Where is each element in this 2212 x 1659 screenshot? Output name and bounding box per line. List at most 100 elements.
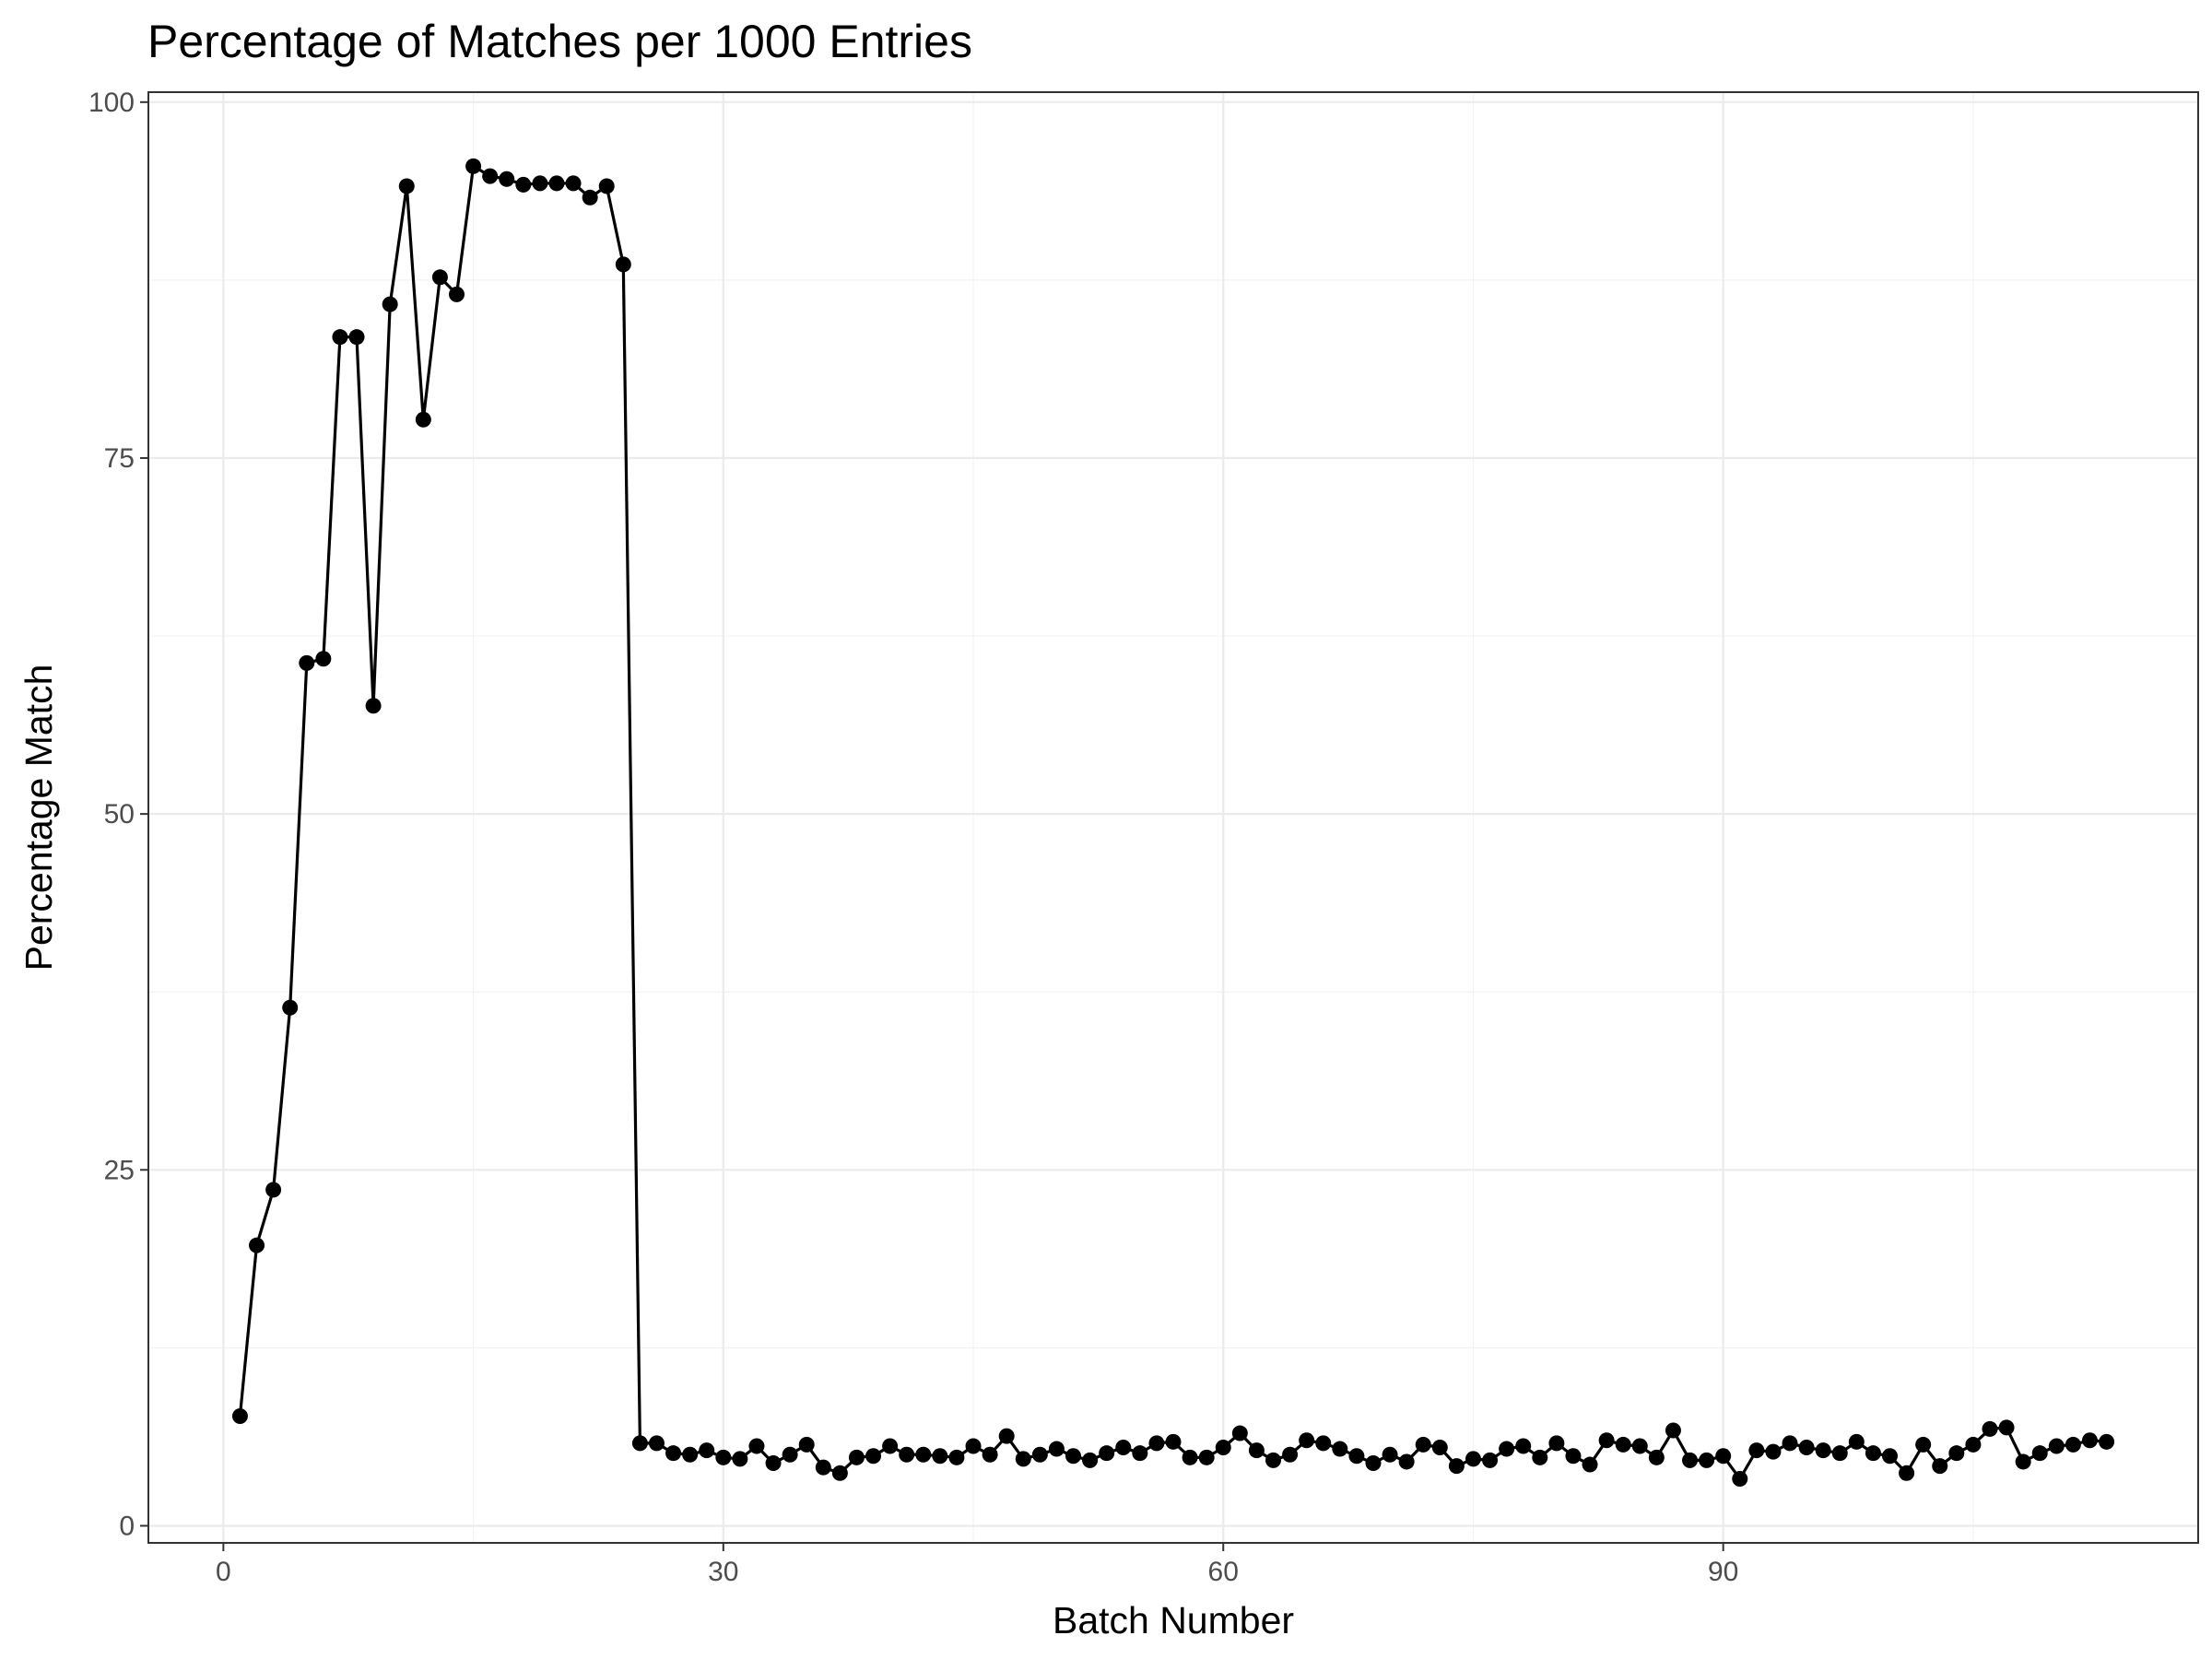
data-point: [631, 1435, 648, 1452]
data-point: [1215, 1440, 1231, 1456]
data-point: [1048, 1441, 1065, 1457]
data-point: [1881, 1448, 1898, 1465]
data-point: [1382, 1446, 1398, 1463]
data-point: [1899, 1465, 1915, 1481]
data-point: [1965, 1436, 1982, 1453]
data-point: [1065, 1448, 1082, 1465]
x-tick-label: 0: [216, 1557, 231, 1587]
data-point: [1682, 1452, 1699, 1468]
data-point: [1582, 1456, 1598, 1473]
data-point: [398, 178, 415, 194]
data-point: [299, 654, 315, 671]
data-point: [2031, 1445, 2048, 1462]
data-point: [815, 1459, 831, 1476]
data-point: [831, 1465, 848, 1481]
data-point: [415, 411, 431, 428]
data-point: [249, 1237, 265, 1253]
data-point: [431, 269, 448, 286]
data-point: [265, 1182, 282, 1198]
data-point: [1031, 1446, 1048, 1463]
data-point: [1198, 1449, 1215, 1465]
data-point: [1398, 1453, 1415, 1470]
data-point: [699, 1442, 715, 1459]
data-point: [1548, 1435, 1565, 1452]
data-point: [515, 176, 532, 193]
data-point: [1915, 1436, 1932, 1453]
data-point: [1699, 1452, 1715, 1468]
data-point: [1948, 1445, 1965, 1462]
data-point: [1431, 1440, 1448, 1456]
y-tick-label: 75: [104, 443, 135, 474]
data-point: [1831, 1445, 1848, 1462]
data-point: [1732, 1470, 1748, 1487]
data-point: [532, 175, 548, 192]
data-point: [1132, 1445, 1148, 1462]
plot-panel: [147, 91, 2199, 1544]
x-tick-label: 60: [1208, 1557, 1239, 1587]
data-point: [1299, 1432, 1315, 1449]
data-point: [748, 1438, 765, 1454]
data-point: [1848, 1433, 1865, 1450]
data-point: [798, 1436, 815, 1453]
data-point: [998, 1428, 1015, 1444]
y-axis-title: Percentage Match: [18, 665, 60, 971]
y-tick-label: 25: [104, 1155, 135, 1185]
data-point: [1598, 1432, 1615, 1449]
y-axis: 0 25 50 75 100: [88, 88, 148, 1541]
data-point: [899, 1446, 915, 1463]
data-point: [2081, 1432, 2098, 1449]
data-point: [665, 1445, 682, 1462]
data-point: [565, 175, 582, 192]
data-point: [1565, 1448, 1582, 1465]
data-point: [1148, 1435, 1165, 1452]
data-point: [365, 698, 382, 714]
data-point: [1865, 1445, 1881, 1462]
y-tick-label: 0: [119, 1511, 135, 1541]
data-point: [548, 175, 565, 192]
data-point: [1015, 1451, 1031, 1467]
data-point: [1115, 1440, 1132, 1456]
data-point: [1782, 1435, 1798, 1452]
data-point: [1231, 1425, 1248, 1441]
data-point: [1082, 1452, 1099, 1468]
data-point: [1665, 1422, 1681, 1439]
data-point: [1815, 1442, 1831, 1459]
grid: [148, 92, 2198, 1543]
series-group: [231, 158, 2115, 1487]
data-point: [615, 256, 631, 273]
data-point: [482, 168, 499, 184]
data-point: [948, 1449, 965, 1465]
data-point: [1365, 1454, 1382, 1471]
data-point: [449, 286, 465, 302]
data-point: [1615, 1436, 1631, 1453]
data-point: [1482, 1452, 1499, 1468]
data-point: [2015, 1453, 2031, 1470]
data-point: [1798, 1440, 1815, 1456]
y-tick-label: 100: [88, 88, 135, 118]
data-point: [1932, 1458, 1948, 1475]
y-tick-label: 50: [104, 799, 135, 830]
data-point: [865, 1448, 882, 1465]
data-point: [598, 178, 615, 194]
data-point: [231, 1408, 248, 1425]
data-point: [965, 1438, 982, 1454]
data-point: [499, 171, 515, 187]
data-point: [782, 1446, 798, 1463]
data-point: [1415, 1436, 1431, 1453]
data-point: [848, 1449, 865, 1465]
data-point: [1998, 1419, 2015, 1436]
x-axis: 0 30 60 90: [216, 1543, 1738, 1587]
data-point: [1515, 1438, 1532, 1454]
data-point: [1315, 1435, 1332, 1452]
data-point: [1282, 1446, 1299, 1463]
data-point: [1182, 1449, 1198, 1465]
data-point: [1465, 1451, 1481, 1467]
data-point: [732, 1451, 748, 1467]
data-point: [1165, 1433, 1182, 1450]
data-point: [1765, 1443, 1782, 1460]
data-point: [682, 1446, 699, 1463]
data-point: [332, 329, 348, 346]
data-point: [1248, 1442, 1265, 1459]
